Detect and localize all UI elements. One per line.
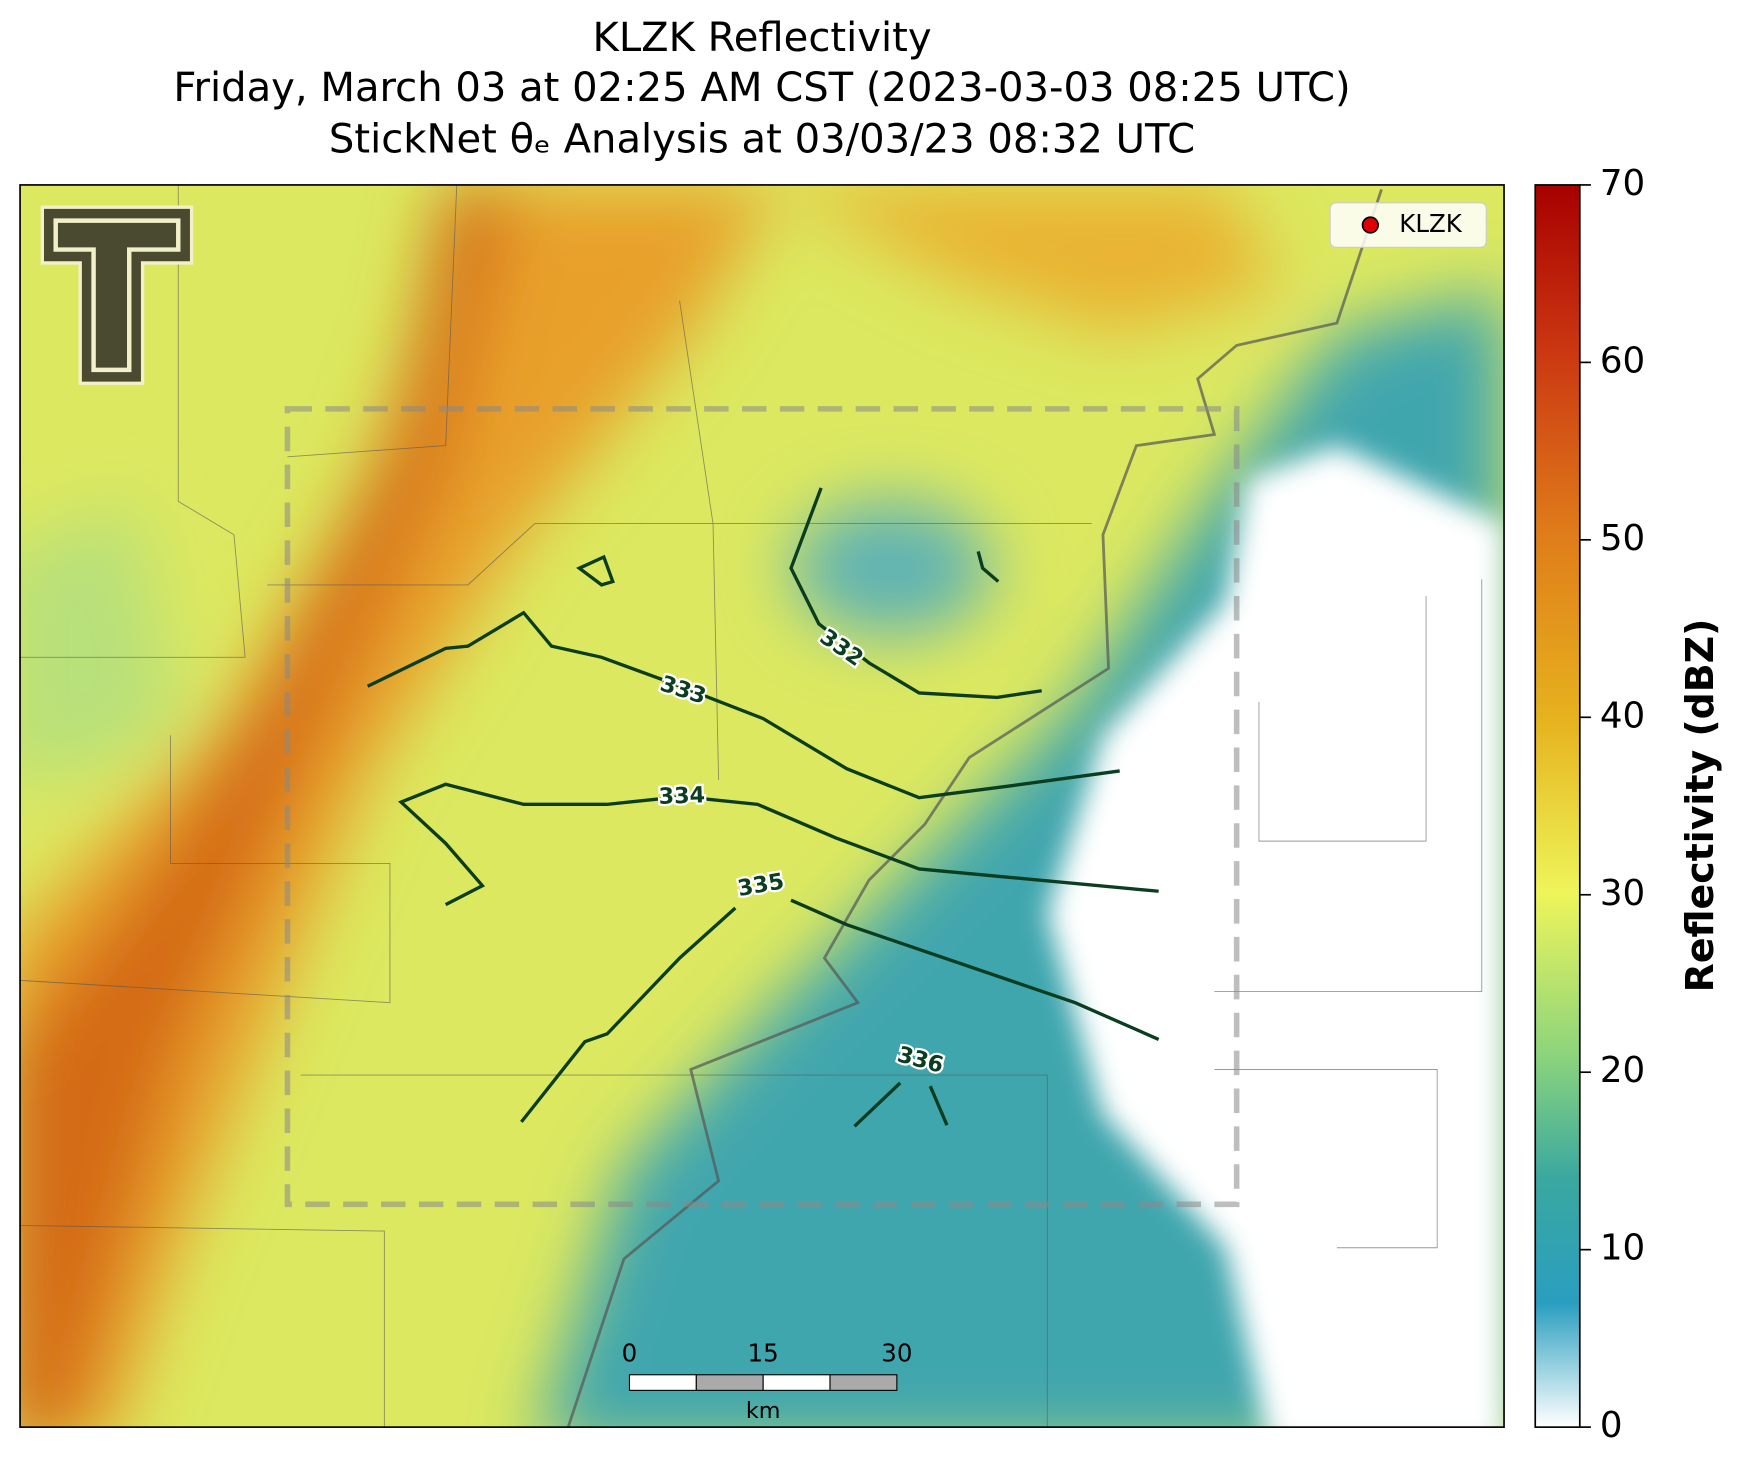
scale-label: 15 <box>748 1339 779 1368</box>
scale-segment <box>628 1374 697 1391</box>
legend-label: KLZK <box>1399 209 1463 238</box>
scale-label: 0 <box>622 1339 638 1368</box>
colorbar-tick-label: 0 <box>1600 1405 1623 1446</box>
county-boundaries <box>20 184 1483 1428</box>
colorbar-tick-label: 70 <box>1600 163 1645 204</box>
echo-light <box>791 501 992 636</box>
colorbar-tick-label: 30 <box>1600 873 1645 914</box>
legend-marker <box>1361 216 1379 234</box>
map-frame <box>19 184 1505 1428</box>
title-line: StickNet θₑ Analysis at 03/03/23 08:32 U… <box>329 116 1195 162</box>
colorbar-tick-label: 40 <box>1600 695 1645 736</box>
radar-map: 332 333 334 335 336 KLZK km 0 15 30 <box>20 184 1505 1428</box>
contour-line <box>398 782 1159 907</box>
legend: KLZK <box>1329 202 1487 248</box>
colorbar-tick-label: 10 <box>1600 1228 1645 1269</box>
contour-line <box>366 610 1120 800</box>
contour-line <box>520 906 737 1123</box>
colorbar-label: Reflectivity (dBZ) <box>1678 619 1722 993</box>
title-line: KLZK Reflectivity <box>593 15 932 61</box>
contour-line <box>790 898 1160 1041</box>
scale-segment <box>762 1374 831 1391</box>
contour-line <box>928 1085 949 1126</box>
scale-segment <box>695 1374 764 1391</box>
no-echo <box>1047 445 1505 1428</box>
contour-label: 334 <box>658 782 705 810</box>
analysis-domain <box>284 406 1240 1208</box>
colorbar-ramp <box>1534 184 1581 1428</box>
title-line: Friday, March 03 at 02:25 AM CST (2023-0… <box>173 65 1350 111</box>
colorbar-tick-label: 20 <box>1600 1050 1645 1091</box>
scale-unit: km <box>746 1398 781 1424</box>
contour-line <box>576 554 615 587</box>
echo-band <box>20 184 780 1428</box>
clear-air <box>1047 445 1505 1428</box>
echo-band <box>779 184 1282 335</box>
river <box>566 188 1383 1428</box>
colorbar-tick-label: 50 <box>1600 518 1645 559</box>
logo-inner <box>53 218 181 373</box>
contour-line <box>853 1081 902 1128</box>
contour-line <box>789 487 1042 700</box>
contour-line <box>976 551 1000 583</box>
legend-box <box>1329 202 1487 248</box>
echo-core <box>20 184 513 1428</box>
colorbar-tick-label: 60 <box>1600 340 1645 381</box>
scale-bar: km 0 15 30 <box>622 1339 913 1424</box>
scale-label: 30 <box>881 1339 912 1368</box>
logo <box>40 205 194 385</box>
echo-light <box>20 501 179 780</box>
colorbar: Reflectivity (dBZ) 0 10 20 30 40 50 60 70 <box>1534 163 1722 1446</box>
scale-segment <box>829 1374 898 1391</box>
